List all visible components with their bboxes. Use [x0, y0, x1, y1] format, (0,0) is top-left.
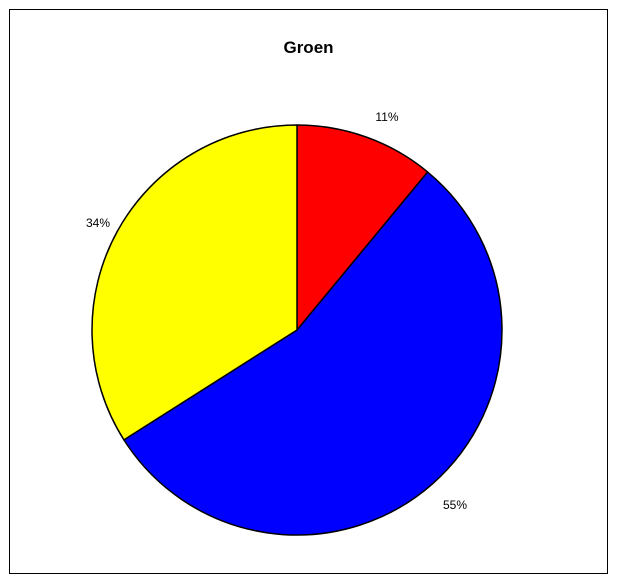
pie-slices — [91, 124, 503, 536]
pie-slice-label-2: 55% — [443, 498, 467, 512]
pie-slice-label-1: 11% — [375, 110, 398, 124]
pie-slice-3 — [91, 124, 298, 441]
chart-title: Groen — [283, 38, 334, 57]
pie-slice-label-3: 34% — [86, 216, 110, 230]
pie-labels: 11% 55% 34% — [86, 110, 467, 512]
pie-slice-2 — [123, 171, 503, 536]
pie-slice-1 — [296, 124, 429, 331]
